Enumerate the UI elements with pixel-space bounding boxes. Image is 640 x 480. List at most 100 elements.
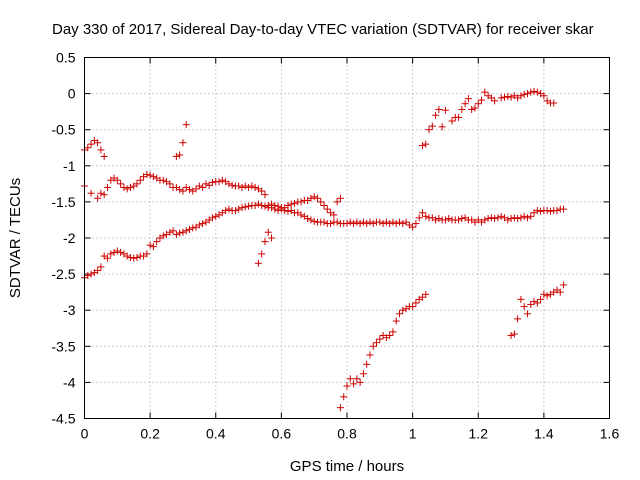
- data-point: [307, 194, 315, 202]
- data-point: [146, 241, 154, 249]
- data-point: [284, 207, 292, 215]
- data-point: [504, 216, 512, 224]
- data-point: [307, 216, 315, 224]
- data-point: [507, 215, 515, 223]
- data-point: [560, 281, 568, 289]
- data-point: [530, 298, 538, 306]
- data-point: [323, 205, 331, 213]
- data-point: [527, 88, 535, 96]
- data-point: [103, 254, 111, 262]
- data-point: [507, 331, 515, 339]
- data-point: [169, 227, 177, 235]
- data-point: [97, 263, 105, 271]
- data-point: [235, 182, 243, 190]
- data-point: [468, 105, 476, 113]
- data-point: [523, 90, 531, 98]
- chart-title: Day 330 of 2017, Sidereal Day-to-day VTE…: [52, 21, 594, 38]
- data-point: [143, 250, 151, 258]
- data-point: [520, 303, 528, 311]
- data-point: [268, 234, 276, 242]
- y-tick-label: 0.5: [56, 50, 76, 66]
- data-point: [389, 328, 397, 336]
- data-point: [432, 216, 440, 224]
- data-point: [373, 339, 381, 347]
- data-point: [146, 171, 154, 179]
- data-point: [97, 189, 105, 197]
- y-axis-title: SDTVAR / TECUs: [7, 178, 24, 298]
- data-point: [353, 218, 361, 226]
- data-point: [392, 220, 400, 228]
- data-point: [514, 215, 522, 223]
- data-point: [192, 185, 200, 193]
- data-point: [422, 212, 430, 220]
- data-point: [340, 393, 348, 401]
- plot-frame: [84, 57, 610, 419]
- data-point: [350, 380, 358, 388]
- data-point: [478, 96, 486, 104]
- data-point: [126, 183, 134, 191]
- data-point: [103, 183, 111, 191]
- data-point: [225, 180, 233, 188]
- data-point: [291, 199, 298, 207]
- data-point: [84, 144, 92, 152]
- data-point: [418, 142, 426, 150]
- data-point: [179, 228, 187, 236]
- data-point: [277, 205, 285, 213]
- data-point: [543, 207, 551, 215]
- data-point: [510, 214, 518, 222]
- data-point: [432, 111, 440, 119]
- data-point: [94, 194, 102, 202]
- data-point: [313, 194, 321, 202]
- data-point: [540, 92, 548, 100]
- data-point: [231, 207, 239, 215]
- data-point: [238, 204, 246, 212]
- data-point: [425, 126, 433, 134]
- data-point: [235, 205, 243, 213]
- data-point: [409, 303, 417, 311]
- data-point: [376, 335, 384, 343]
- data-point: [176, 186, 184, 194]
- data-point: [537, 207, 545, 215]
- data-point: [215, 178, 223, 186]
- y-tick-label: -0.5: [51, 122, 75, 138]
- data-point: [527, 300, 535, 308]
- y-tick-label: -1.5: [51, 194, 75, 210]
- data-point: [418, 293, 426, 301]
- data-point: [523, 214, 531, 222]
- data-point: [320, 202, 328, 210]
- data-point: [399, 306, 407, 314]
- data-point: [245, 202, 253, 210]
- data-point: [149, 243, 157, 251]
- data-point: [94, 266, 102, 274]
- data-point: [189, 224, 197, 232]
- data-point: [281, 207, 289, 215]
- data-point: [241, 182, 249, 190]
- data-point: [133, 253, 141, 261]
- data-point: [195, 221, 203, 229]
- data-point: [343, 382, 351, 390]
- data-point: [458, 105, 466, 113]
- data-point: [474, 100, 482, 108]
- data-point: [136, 176, 144, 184]
- data-point: [97, 146, 105, 154]
- data-point: [274, 207, 282, 215]
- data-point: [356, 220, 364, 228]
- data-point: [153, 238, 161, 246]
- data-point: [195, 182, 203, 190]
- data-point: [271, 205, 279, 213]
- data-point: [261, 202, 269, 210]
- data-point: [353, 375, 361, 383]
- data-point: [87, 270, 95, 278]
- data-point: [343, 220, 351, 228]
- data-point: [363, 360, 371, 368]
- data-point: [320, 218, 328, 226]
- data-point: [517, 214, 525, 222]
- data-point: [149, 173, 157, 181]
- data-point: [186, 186, 193, 194]
- data-point: [546, 207, 554, 215]
- data-point: [514, 315, 522, 323]
- data-point: [130, 254, 138, 262]
- data-point: [540, 290, 548, 298]
- data-point: [172, 152, 180, 160]
- data-point: [113, 176, 121, 184]
